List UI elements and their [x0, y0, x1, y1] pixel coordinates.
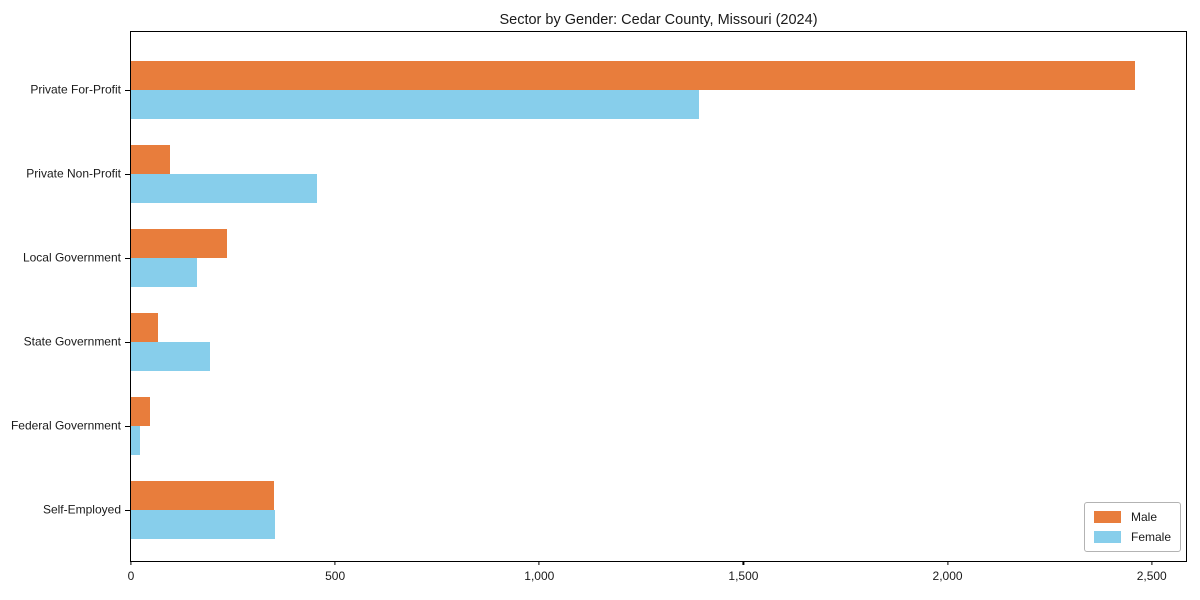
legend-item-male: Male [1093, 510, 1171, 524]
y-tick-label-self-employed: Self-Employed [42, 502, 121, 517]
bar-female-local-government [131, 258, 197, 287]
y-tick-federal-government [125, 426, 130, 428]
x-tick-0 [130, 561, 132, 565]
bar-male-local-government [131, 229, 227, 258]
x-tick-label-0: 0 [127, 569, 135, 583]
legend: Male Female [1083, 502, 1181, 552]
y-tick-self-employed [125, 510, 130, 512]
y-tick-label-private-non-profit: Private Non-Profit [26, 166, 121, 181]
y-tick-private-for-profit [125, 90, 130, 92]
x-tick-2,000 [946, 561, 949, 565]
x-tick-500 [334, 561, 336, 565]
bar-male-self-employed [131, 481, 274, 510]
bar-female-self-employed [131, 510, 275, 539]
y-tick-label-federal-government: Federal Government [10, 418, 121, 433]
bar-male-private-for-profit [131, 61, 1136, 90]
legend-swatch-female [1093, 531, 1121, 543]
bar-female-state-government [131, 342, 210, 371]
bar-female-private-for-profit [131, 90, 699, 119]
y-tick-label-private-for-profit: Private For-Profit [30, 82, 121, 97]
x-tick-label-2,000: 2,000 [932, 569, 963, 583]
x-tick-label-2,500: 2,500 [1136, 569, 1167, 583]
y-tick-state-government [125, 342, 130, 344]
legend-label-male: Male [1130, 510, 1157, 524]
x-tick-1,500 [742, 561, 745, 565]
x-tick-1,000 [538, 561, 540, 565]
bar-female-private-non-profit [131, 174, 317, 203]
legend-label-female: Female [1130, 530, 1171, 544]
bar-male-private-non-profit [131, 145, 170, 174]
legend-swatch-male [1093, 511, 1121, 523]
y-tick-private-non-profit [125, 174, 130, 176]
plot-area: Male Female Private For-Profit Private No… [11, 31, 1187, 583]
y-tick-local-government [125, 258, 130, 260]
x-tick-label-1,000: 1,000 [524, 569, 555, 583]
x-tick-2,500 [1151, 561, 1153, 565]
y-tick-label-local-government: Local Government [22, 250, 121, 265]
bar-female-federal-government [131, 426, 140, 455]
bar-male-federal-government [131, 397, 150, 426]
x-tick-label-500: 500 [325, 569, 346, 583]
legend-item-female: Female [1093, 530, 1171, 544]
x-tick-label-1,500: 1,500 [728, 569, 759, 583]
chart-title: Sector by Gender: Cedar County, Missouri… [499, 12, 818, 28]
bar-male-state-government [131, 313, 158, 342]
y-tick-label-state-government: State Government [23, 334, 121, 349]
